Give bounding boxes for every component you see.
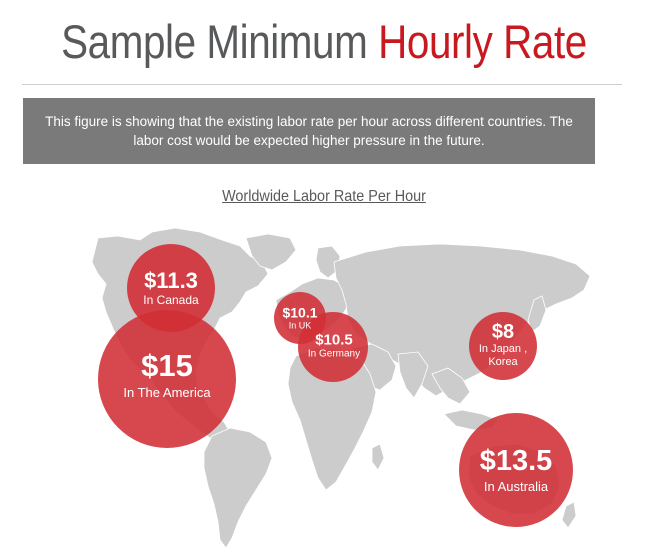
bubble-japan [469,312,537,380]
japan-landmass [527,295,547,333]
new-zealand-landmass [561,501,577,529]
bubble-location-canada: In Canada [143,293,199,307]
bubble-location-japan-line1: In Japan , [478,343,528,355]
greenland-landmass [245,233,297,271]
south-america-landmass [203,427,273,549]
bubble-label-japan: $8 In Japan , Korea [479,321,527,369]
bubble-germany [298,312,368,382]
bubble-australia [459,413,573,527]
bubble-label-uk: $10.1 In UK [282,305,317,332]
rate-bubbles [98,244,573,527]
bubble-label-australia: $13.5 In Australia [480,445,553,495]
bubble-label-canada: $11.3 In Canada [143,268,198,308]
bubble-amount-germany: $10.5 [315,331,353,349]
madagascar-landmass [371,443,385,471]
bubble-label-germany: $10.5 In Germany [308,332,360,361]
bubble-amount-japan: $8 [491,321,515,343]
page-title: Sample Minimum Hourly Rate [45,6,602,78]
bubble-location-america: In The America [123,385,211,400]
bubble-location-uk: In UK [288,320,312,331]
banner-text: This figure is showing that the existing… [45,114,573,148]
title-part-red: Hourly Rate [378,15,587,68]
title-divider [22,84,622,85]
bubble-amount-uk: $10.1 [282,304,318,321]
bubble-america [98,310,236,448]
bubble-location-germany: In Germany [307,348,361,360]
description-banner: This figure is showing that the existing… [23,98,595,164]
bubble-label-america: $15 In The America [123,348,210,402]
southeast-asia-landmass [431,367,471,405]
scandinavia-landmass [315,245,341,279]
bubble-amount-canada: $11.3 [144,268,198,293]
bubble-canada [127,244,215,332]
title-part-gray: Sample Minimum [61,15,368,68]
bubble-location-australia: In Australia [483,479,549,494]
map-subtitle: Worldwide Labor Rate Per Hour [222,188,426,205]
bubble-amount-australia: $13.5 [479,445,553,477]
bubble-amount-america: $15 [141,348,193,383]
india-landmass [397,351,429,399]
bubble-location-japan-line2: Korea [488,356,518,368]
